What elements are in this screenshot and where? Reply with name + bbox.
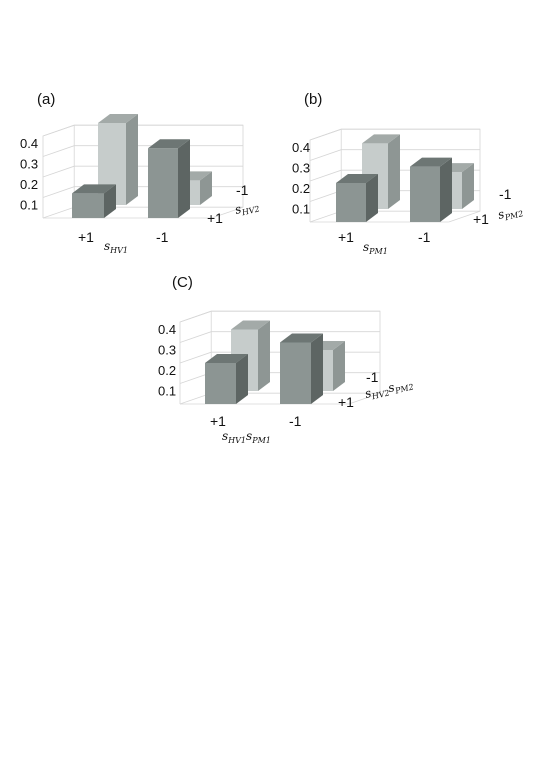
bar-front-1 — [336, 174, 378, 222]
y-tick-label: 0.3 — [292, 161, 310, 176]
y-tick-label: 0.4 — [158, 322, 176, 337]
bar-front-1 — [205, 354, 248, 404]
y-tick-label: 0.1 — [20, 198, 38, 213]
gridline — [309, 128, 480, 141]
bar-front-1 — [72, 184, 116, 218]
bar-back-1-top — [98, 114, 138, 123]
x-axis-label: sPM1 — [363, 240, 388, 256]
depth-category-label: +1 — [338, 394, 354, 410]
gridline — [42, 124, 243, 137]
bar-front-1-side — [236, 354, 248, 404]
bar-front-2-front — [280, 342, 311, 404]
grid-left-floor — [42, 206, 75, 219]
x-axis-label-base: s — [363, 240, 369, 254]
bar-back-2-side — [333, 341, 345, 391]
bar-front-2-top — [410, 157, 452, 167]
bar-front-1-front — [205, 363, 236, 404]
bar-front-1-top — [205, 354, 248, 363]
y-tick-label: 0.4 — [292, 140, 310, 155]
depth-axis-label: sHV2 — [233, 198, 260, 219]
x-category-label: -1 — [289, 413, 302, 429]
bar-back-1-side — [388, 134, 400, 209]
bar-front-1-front — [336, 183, 366, 222]
y-tick-label: 0.3 — [158, 343, 176, 358]
x-category-label: -1 — [418, 229, 431, 245]
x-axis-label-sub2: PM1 — [251, 436, 271, 445]
bar-front-2-top — [280, 333, 323, 343]
y-tick-label: 0.4 — [20, 136, 38, 151]
bar-back-1-top — [231, 320, 270, 330]
x-axis-label-base2: s — [246, 429, 252, 443]
bar-front-1-top — [72, 184, 116, 194]
depth-category-label: -1 — [236, 182, 249, 198]
gridline — [179, 331, 380, 343]
depth-axis-label: sHV2sPM2 — [363, 376, 414, 403]
x-axis-label-base: s — [222, 429, 228, 443]
gridline — [179, 310, 380, 323]
bar-front-2-side — [311, 333, 323, 404]
depth-axis-label-base: s — [233, 202, 242, 217]
x-axis-label: sHV1sPM1 — [222, 429, 271, 445]
x-category-label: -1 — [156, 229, 169, 245]
bar-back-2-side — [462, 163, 474, 209]
gridline — [309, 149, 480, 161]
depth-category-label: -1 — [366, 369, 379, 385]
bar-front-1-side — [366, 174, 378, 222]
bar-front-1-front — [72, 193, 104, 218]
panel-label: (C) — [172, 274, 193, 291]
bar-back-1-top — [362, 134, 400, 144]
x-category-label: +1 — [210, 413, 226, 429]
y-tick-label: 0.1 — [158, 384, 176, 399]
depth-axis-label-base2: s — [387, 380, 396, 395]
x-axis-label-sub: HV1 — [227, 436, 246, 445]
depth-axis-label-base: s — [363, 386, 372, 401]
bar-back-1-side — [126, 114, 138, 205]
depth-axis-label-sub: HV2 — [240, 204, 260, 217]
y-tick-label: 0.2 — [20, 177, 38, 192]
x-axis-label-sub: HV1 — [109, 246, 128, 255]
depth-axis-label-sub2: PM2 — [393, 382, 414, 395]
y-tick-label: 0.3 — [20, 157, 38, 172]
depth-axis-label: sPM2 — [496, 202, 524, 224]
depth-category-label: +1 — [473, 211, 489, 227]
bar-front-2-side — [440, 157, 452, 222]
depth-category-label: -1 — [499, 186, 512, 202]
bar-front-2-front — [148, 148, 178, 218]
panel-label: (a) — [37, 91, 55, 108]
bar-front-2 — [280, 333, 323, 404]
gridline — [42, 145, 243, 157]
bar-front-2 — [410, 157, 452, 222]
bar-back-2-side — [200, 171, 212, 205]
x-axis-label-sub: PM1 — [368, 247, 388, 256]
gridline — [42, 165, 243, 178]
bar-front-2-top — [148, 139, 190, 149]
x-category-label: +1 — [78, 229, 94, 245]
x-axis-label-base: s — [104, 239, 110, 253]
depth-axis-label-sub: PM2 — [503, 209, 524, 222]
bar-front-2-front — [410, 166, 440, 222]
bar-front-2-side — [178, 139, 190, 218]
bar-back-1-side — [258, 320, 270, 391]
y-tick-label: 0.2 — [292, 181, 310, 196]
depth-axis-label-base: s — [496, 207, 505, 222]
depth-axis-label-sub: HV2 — [370, 388, 390, 401]
bar-front-2 — [148, 139, 190, 218]
depth-category-label: +1 — [207, 210, 223, 226]
bar-front-1-top — [336, 174, 378, 184]
y-tick-label: 0.2 — [158, 363, 176, 378]
bar-front-1-side — [104, 184, 116, 218]
y-tick-label: 0.1 — [292, 202, 310, 217]
x-axis-label: sHV1 — [104, 239, 128, 255]
x-category-label: +1 — [338, 229, 354, 245]
panel-label: (b) — [304, 91, 322, 108]
